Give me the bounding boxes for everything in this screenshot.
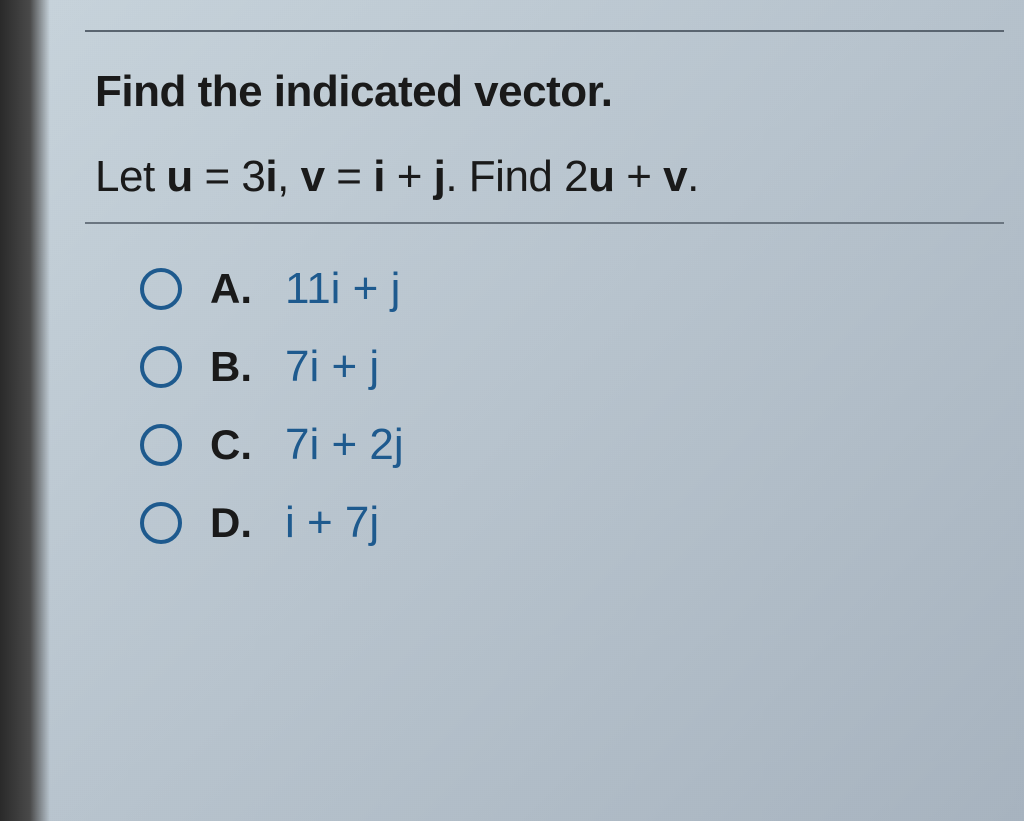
option-a-value: 11i + j xyxy=(285,264,400,314)
radio-d[interactable] xyxy=(140,502,182,544)
option-b-value: 7i + j xyxy=(285,342,379,392)
option-b-row[interactable]: B. 7i + j xyxy=(140,342,964,392)
prompt-plus: + xyxy=(385,152,434,201)
prompt-var-j: j xyxy=(434,152,446,201)
option-b-label: B. xyxy=(210,343,265,391)
option-c-value: 7i + 2j xyxy=(285,420,404,470)
radio-c[interactable] xyxy=(140,424,182,466)
prompt-var-i1: i xyxy=(265,152,277,201)
prompt-period: . Find 2 xyxy=(445,152,588,201)
option-c-row[interactable]: C. 7i + 2j xyxy=(140,420,964,470)
section-divider xyxy=(85,222,1004,224)
prompt-prefix: Let xyxy=(95,152,166,201)
prompt-var-u: u xyxy=(166,152,192,201)
prompt-end: . xyxy=(687,152,699,201)
prompt-var-v: v xyxy=(301,152,325,201)
prompt-eq2: = xyxy=(325,152,374,201)
option-a-row[interactable]: A. 11i + j xyxy=(140,264,964,314)
prompt-eq1: = 3 xyxy=(193,152,266,201)
question-title: Find the indicated vector. xyxy=(95,67,964,117)
prompt-var-v2: v xyxy=(663,152,687,201)
option-a-label: A. xyxy=(210,265,265,313)
option-c-label: C. xyxy=(210,421,265,469)
question-prompt: Let u = 3i, v = i + j. Find 2u + v. xyxy=(95,152,964,202)
prompt-comma: , xyxy=(277,152,300,201)
prompt-var-i2: i xyxy=(373,152,385,201)
top-divider xyxy=(85,30,1004,32)
option-d-value: i + 7j xyxy=(285,498,379,548)
quiz-question-panel: Find the indicated vector. Let u = 3i, v… xyxy=(0,0,1024,606)
prompt-plus2: + xyxy=(615,152,664,201)
radio-a[interactable] xyxy=(140,268,182,310)
option-d-row[interactable]: D. i + 7j xyxy=(140,498,964,548)
options-container: A. 11i + j B. 7i + j C. 7i + 2j D. i + 7… xyxy=(95,264,964,548)
prompt-var-u2: u xyxy=(588,152,614,201)
radio-b[interactable] xyxy=(140,346,182,388)
option-d-label: D. xyxy=(210,499,265,547)
